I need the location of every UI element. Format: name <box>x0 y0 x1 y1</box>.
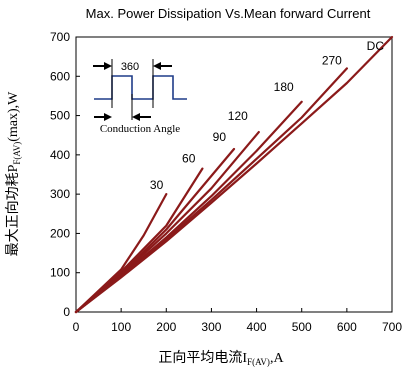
series-label-180: 180 <box>274 80 294 94</box>
y-tick-label: 200 <box>50 226 70 240</box>
y-axis-title-main: 最大正向功耗P <box>5 164 21 256</box>
inset-arrow-head <box>104 113 112 121</box>
inset-waveform <box>94 75 187 100</box>
y-axis-title: 最大正向功耗PF(AV)(max),W <box>5 91 22 257</box>
y-tick-label: 500 <box>50 109 70 123</box>
series-label-120: 120 <box>228 109 248 123</box>
x-tick-label: 300 <box>201 320 221 334</box>
x-axis-title-subscript: F(AV) <box>247 357 270 367</box>
series-label-270: 270 <box>322 53 342 67</box>
series-label-30: 30 <box>150 178 164 192</box>
inset-arrow-head <box>104 62 112 70</box>
chart-title: Max. Power Dissipation Vs.Mean forward C… <box>86 6 371 21</box>
x-axis-title-unit: ,A <box>270 351 285 366</box>
inset-arrow-head <box>132 113 140 121</box>
inset-caption: Conduction Angle <box>100 123 180 135</box>
x-axis-title: 正向平均电流IF(AV),A <box>158 350 284 367</box>
y-tick-label: 400 <box>50 148 70 162</box>
x-axis-title-main: 正向平均电流I <box>158 350 247 366</box>
x-tick-label: 700 <box>382 320 402 334</box>
y-tick-label: 100 <box>50 266 70 280</box>
series-label-60: 60 <box>182 152 196 166</box>
y-tick-label: 300 <box>50 187 70 201</box>
y-tick-label: 0 <box>63 305 70 319</box>
plot-frame <box>75 36 393 313</box>
inset-angle-label: 360 <box>121 61 139 73</box>
x-tick-label: 600 <box>337 320 357 334</box>
x-tick-label: 400 <box>247 320 267 334</box>
y-tick-label: 600 <box>50 69 70 83</box>
x-tick-label: 500 <box>292 320 312 334</box>
y-tick-label: 700 <box>50 30 70 44</box>
series-line-dc <box>74 35 394 314</box>
y-axis-title-unit: (max),W <box>6 91 21 142</box>
x-tick-label: 200 <box>156 320 176 334</box>
series-label-dc: DC <box>367 39 385 53</box>
y-axis-title-subscript: F(AV) <box>12 142 22 165</box>
inset-arrow-head <box>153 62 161 70</box>
x-tick-label: 0 <box>73 320 80 334</box>
series-line-90 <box>74 147 236 314</box>
x-tick-label: 100 <box>111 320 131 334</box>
conduction-angle-inset: 360 Conduction Angle <box>93 59 187 135</box>
series-label-90: 90 <box>213 130 227 144</box>
